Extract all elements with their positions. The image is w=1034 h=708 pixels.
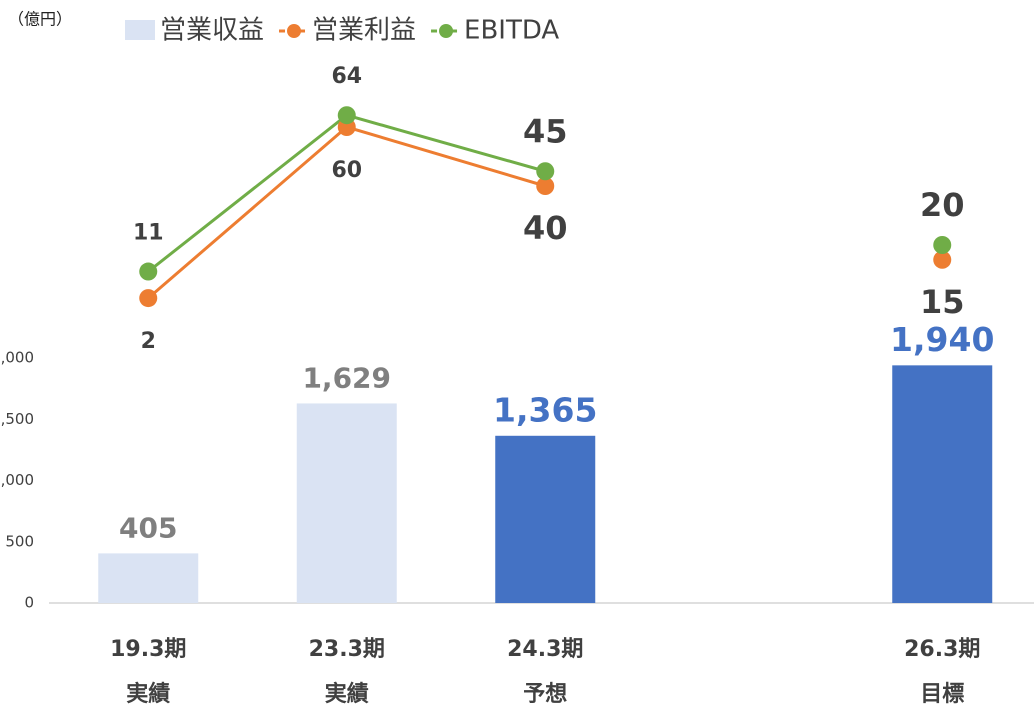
bar-value-label: 1,365 (493, 390, 597, 429)
bar (495, 435, 596, 603)
x-tick-label: 23.3期 (309, 637, 385, 662)
point-value-label: 15 (920, 283, 965, 321)
point (536, 162, 555, 181)
point-value-label: 2 (141, 329, 156, 354)
legend-label: EBITDA (464, 16, 559, 46)
point (933, 236, 952, 254)
y-tick-label: 0 (24, 594, 34, 612)
point-value-label: 11 (133, 221, 164, 246)
point (139, 289, 158, 308)
point (933, 250, 952, 269)
bar-value-label: 405 (119, 511, 177, 544)
x-tick-label: 実績 (126, 681, 170, 707)
x-tick-label: 19.3期 (110, 637, 186, 662)
x-tick-label: 予想 (523, 682, 567, 707)
y-tick-label: 500 (5, 532, 34, 550)
y-tick-label: 2,000 (0, 349, 34, 367)
point (536, 177, 555, 195)
point-value-label: 40 (523, 209, 568, 247)
bar (892, 365, 993, 603)
bar-value-label: 1,629 (302, 361, 391, 394)
legend-marker (287, 24, 302, 38)
legend-label: 営業利益 (312, 16, 416, 46)
point (139, 262, 158, 281)
point (337, 106, 356, 125)
point-value-label: 60 (331, 158, 362, 183)
legend-marker (439, 24, 454, 38)
bar-value-label: 1,940 (890, 320, 994, 359)
bar (98, 553, 199, 603)
point-value-label: 64 (331, 64, 362, 89)
x-tick-label: 24.3期 (507, 637, 583, 662)
x-tick-label: 実績 (325, 681, 369, 707)
point-value-label: 20 (920, 186, 965, 224)
point-value-label: 45 (523, 112, 568, 150)
bar (296, 403, 397, 603)
y-tick-label: 1,500 (0, 410, 34, 428)
legend-label: 営業収益 (160, 16, 264, 46)
x-tick-label: 26.3期 (904, 637, 980, 662)
y-tick-label: 1,000 (0, 471, 34, 489)
legend-swatch (125, 20, 155, 40)
x-tick-label: 目標 (920, 682, 964, 707)
unit-label: （億円） (8, 10, 72, 29)
